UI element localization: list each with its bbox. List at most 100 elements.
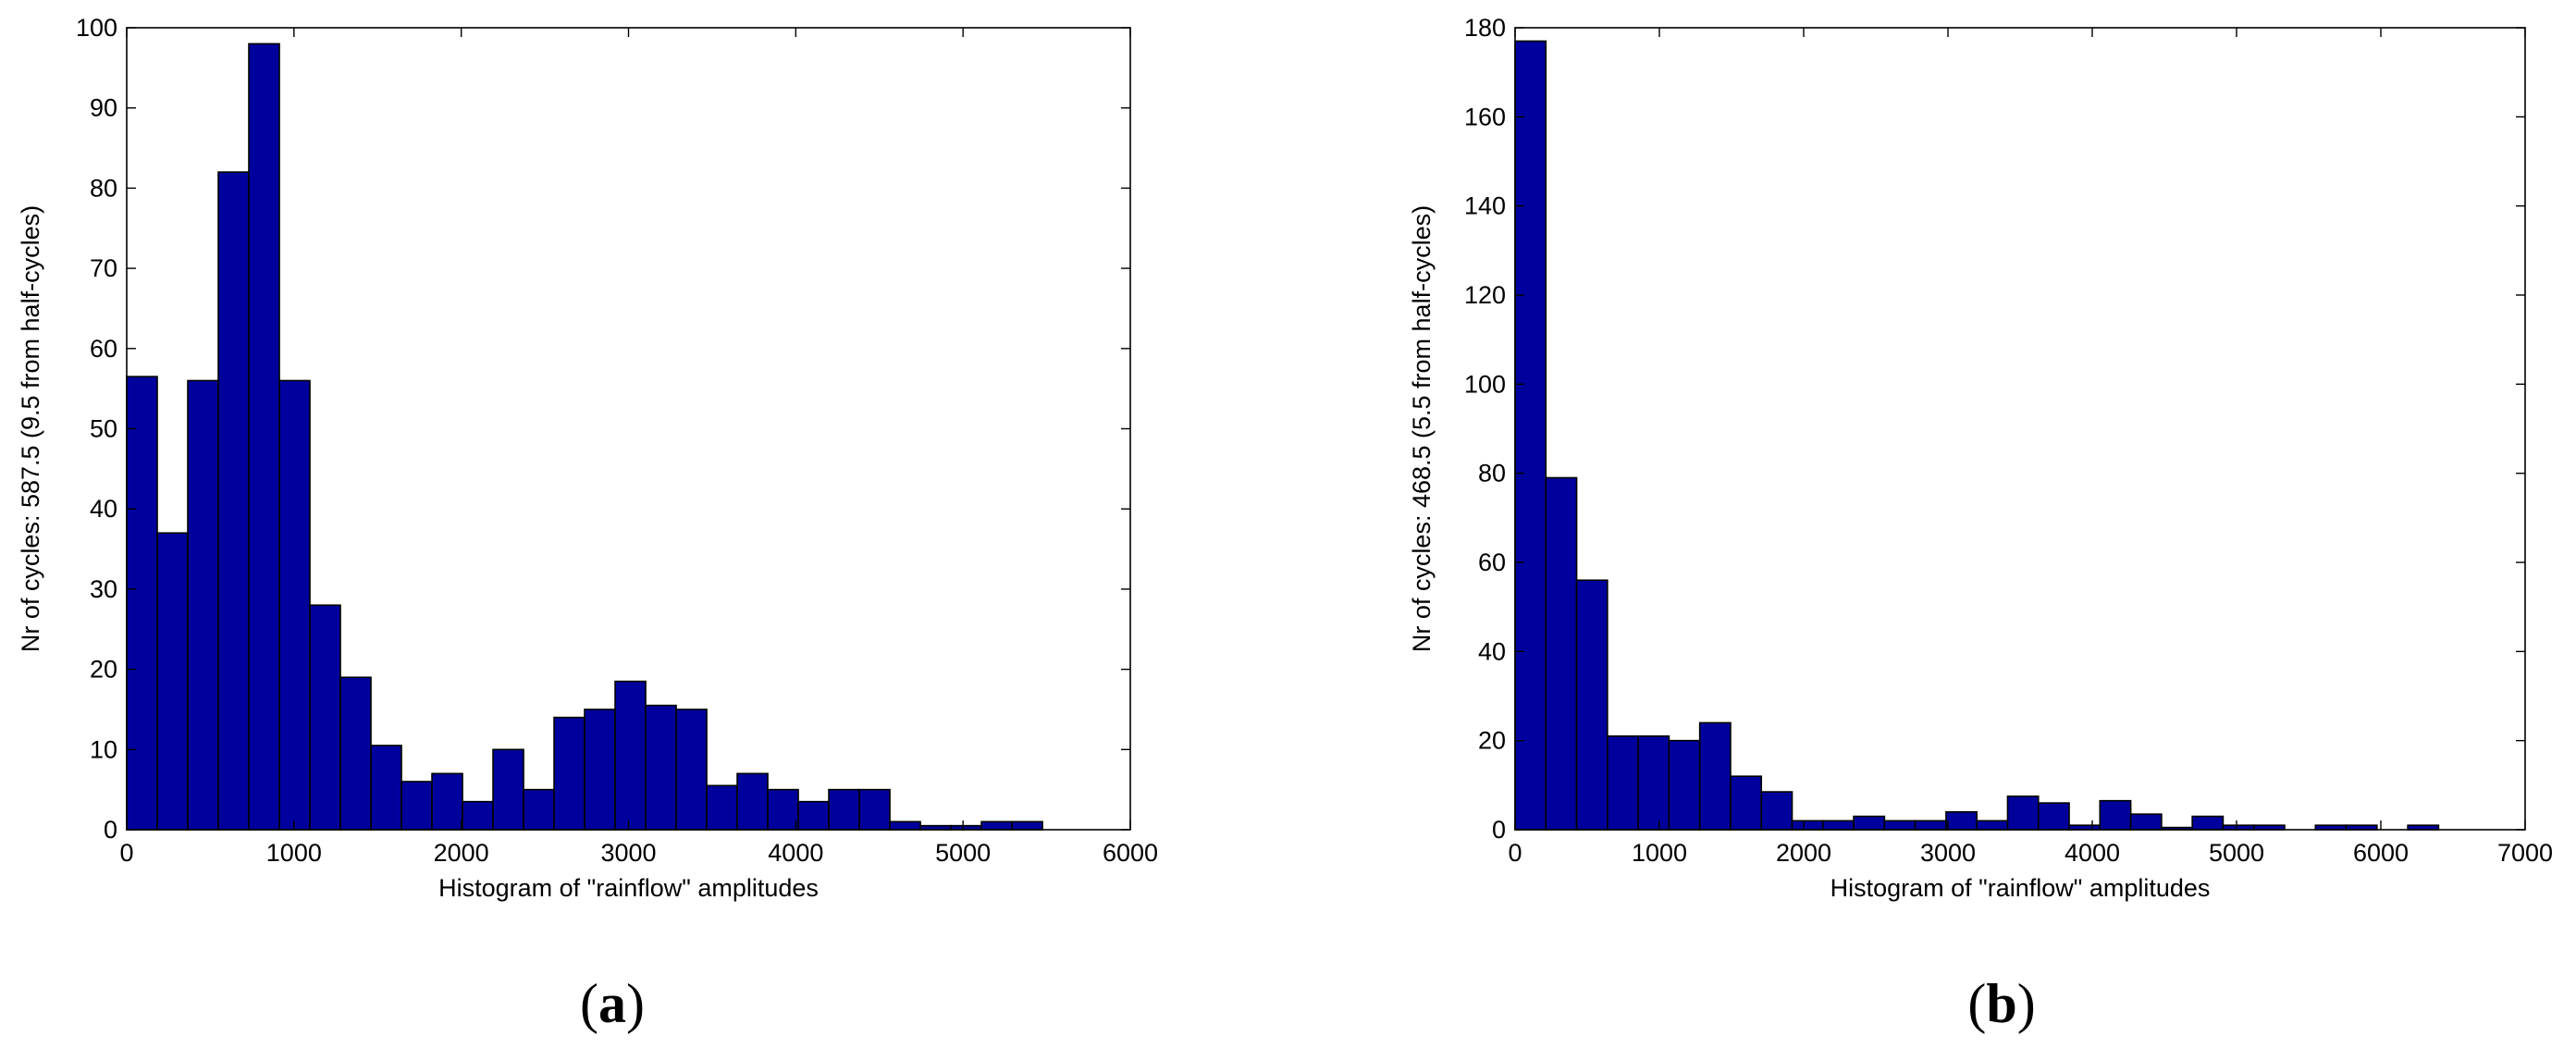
y-axis-title-panel-a: Nr of cycles: 587.5 (9.5 from half-cycle… bbox=[17, 205, 44, 652]
y-tick-label: 160 bbox=[1464, 103, 1506, 130]
x-tick-label: 5000 bbox=[935, 839, 991, 867]
x-tick-label: 3000 bbox=[1920, 839, 1976, 867]
tick-labels-panel-a: 0 1000 2000 3000 4000 5000 6000 0 10 20 30 40 50 60 70… bbox=[76, 14, 1158, 867]
histogram-bar bbox=[1760, 791, 1793, 831]
y-tick-label: 0 bbox=[104, 816, 117, 844]
histogram-bar bbox=[1730, 775, 1763, 831]
histogram-bar bbox=[584, 709, 616, 831]
histogram-panel-a: 0 1000 2000 3000 4000 5000 6000 0 10 20 30 40 50 60 70… bbox=[17, 14, 1158, 1034]
histogram-bar bbox=[828, 788, 860, 831]
histogram-bar bbox=[553, 716, 585, 831]
histogram-bar bbox=[2099, 799, 2132, 831]
tick-labels-panel-b: 0 1000 2000 3000 4000 5000 6000 7000 0 20 40 60 80 10… bbox=[1464, 14, 2553, 867]
histogram-bar bbox=[370, 745, 402, 831]
y-axis-title-panel-b: Nr of cycles: 468.5 (5.5 from half-cycle… bbox=[1408, 205, 1436, 652]
histogram-bar bbox=[2191, 815, 2225, 831]
panel-label-letter: b bbox=[1986, 973, 2016, 1034]
y-tick-label: 60 bbox=[90, 335, 117, 363]
y-tick-label: 140 bbox=[1464, 192, 1506, 220]
histogram-bar bbox=[1607, 735, 1639, 831]
histogram-bar bbox=[980, 820, 1013, 831]
histogram-bar bbox=[1791, 820, 1824, 831]
histogram-bar bbox=[1853, 815, 1886, 831]
x-tick-label: 4000 bbox=[2064, 839, 2120, 867]
x-tick-label: 6000 bbox=[1103, 839, 1158, 867]
histogram-bar bbox=[156, 532, 189, 831]
y-tick-label: 80 bbox=[1478, 460, 1506, 487]
histogram-panel-b: 0 1000 2000 3000 4000 5000 6000 7000 0 20 40 60 80 10… bbox=[1408, 14, 2553, 1034]
y-tick-label: 30 bbox=[90, 575, 117, 603]
histogram-bar bbox=[675, 709, 708, 831]
histogram-bar bbox=[309, 604, 341, 831]
y-tick-label: 120 bbox=[1464, 281, 1506, 309]
x-tick-label: 0 bbox=[1508, 839, 1522, 867]
histogram-bar bbox=[1976, 820, 2009, 831]
x-tick-label: 1000 bbox=[266, 839, 322, 867]
bars-panel-a bbox=[126, 43, 1043, 831]
histogram-bar bbox=[339, 676, 372, 831]
histogram-bar bbox=[523, 788, 555, 831]
panel-label-b: (b) bbox=[1967, 973, 2035, 1034]
histogram-bar bbox=[1011, 820, 1043, 831]
y-tick-label: 70 bbox=[90, 254, 117, 282]
y-tick-label: 90 bbox=[90, 94, 117, 122]
histogram-bar bbox=[1514, 40, 1547, 831]
x-axis-title-panel-b: Histogram of "rainflow" amplitudes bbox=[1830, 874, 2211, 902]
histogram-bar bbox=[645, 704, 677, 831]
histogram-bar bbox=[1637, 735, 1670, 831]
panel-label-close-paren: ) bbox=[2017, 973, 2036, 1034]
histogram-bar bbox=[217, 171, 250, 831]
y-tick-label: 60 bbox=[1478, 549, 1506, 576]
y-tick-label: 20 bbox=[1478, 727, 1506, 755]
histogram-bar bbox=[187, 379, 219, 831]
y-tick-label: 100 bbox=[76, 14, 117, 42]
histogram-bar bbox=[858, 788, 891, 831]
histogram-bar bbox=[1914, 820, 1947, 831]
x-tick-label: 0 bbox=[119, 839, 133, 867]
panel-label-open-paren: ( bbox=[580, 973, 598, 1034]
y-tick-label: 20 bbox=[90, 656, 117, 684]
histogram-bar bbox=[278, 379, 311, 831]
y-tick-label: 10 bbox=[90, 735, 117, 763]
x-tick-label: 4000 bbox=[768, 839, 823, 867]
histogram-bar bbox=[126, 376, 158, 831]
histogram-bar bbox=[1545, 476, 1578, 831]
histogram-bar bbox=[1698, 721, 1732, 831]
x-tick-label: 3000 bbox=[600, 839, 656, 867]
histogram-bar bbox=[1668, 739, 1701, 831]
y-tick-label: 180 bbox=[1464, 14, 1506, 42]
tick-marks-panel-b bbox=[1514, 27, 2526, 831]
x-axis-title-panel-a: Histogram of "rainflow" amplitudes bbox=[438, 874, 819, 902]
histogram-bar bbox=[767, 788, 799, 831]
histogram-bar bbox=[736, 772, 769, 831]
x-tick-label: 6000 bbox=[2353, 839, 2409, 867]
histogram-bar bbox=[889, 820, 921, 831]
histogram-bar bbox=[401, 781, 433, 831]
x-tick-label: 7000 bbox=[2497, 839, 2553, 867]
y-tick-label: 50 bbox=[90, 415, 117, 443]
histogram-bar bbox=[431, 772, 463, 831]
x-tick-label: 5000 bbox=[2209, 839, 2264, 867]
panel-label-a: (a) bbox=[580, 973, 645, 1034]
panel-label-open-paren: ( bbox=[1967, 973, 1986, 1034]
x-tick-label: 1000 bbox=[1632, 839, 1687, 867]
y-tick-label: 40 bbox=[1478, 637, 1506, 665]
y-tick-label: 80 bbox=[90, 174, 117, 202]
x-tick-label: 2000 bbox=[434, 839, 489, 867]
histogram-bar bbox=[1575, 579, 1608, 831]
histogram-bar bbox=[248, 43, 280, 831]
histogram-bar bbox=[797, 800, 830, 831]
panel-label-letter: a bbox=[598, 973, 626, 1034]
y-tick-label: 0 bbox=[1492, 816, 1506, 844]
y-tick-label: 100 bbox=[1464, 370, 1506, 398]
histogram-bar bbox=[614, 680, 647, 831]
bars-panel-b bbox=[1514, 40, 2440, 831]
histogram-bar bbox=[1945, 810, 1978, 831]
histogram-bar bbox=[706, 784, 738, 831]
x-tick-label: 2000 bbox=[1776, 839, 1831, 867]
histogram-bar bbox=[2006, 795, 2040, 831]
histogram-bar bbox=[1821, 820, 1855, 831]
plot-frame-panel-b bbox=[1514, 27, 2526, 831]
histogram-bar bbox=[2129, 813, 2163, 831]
